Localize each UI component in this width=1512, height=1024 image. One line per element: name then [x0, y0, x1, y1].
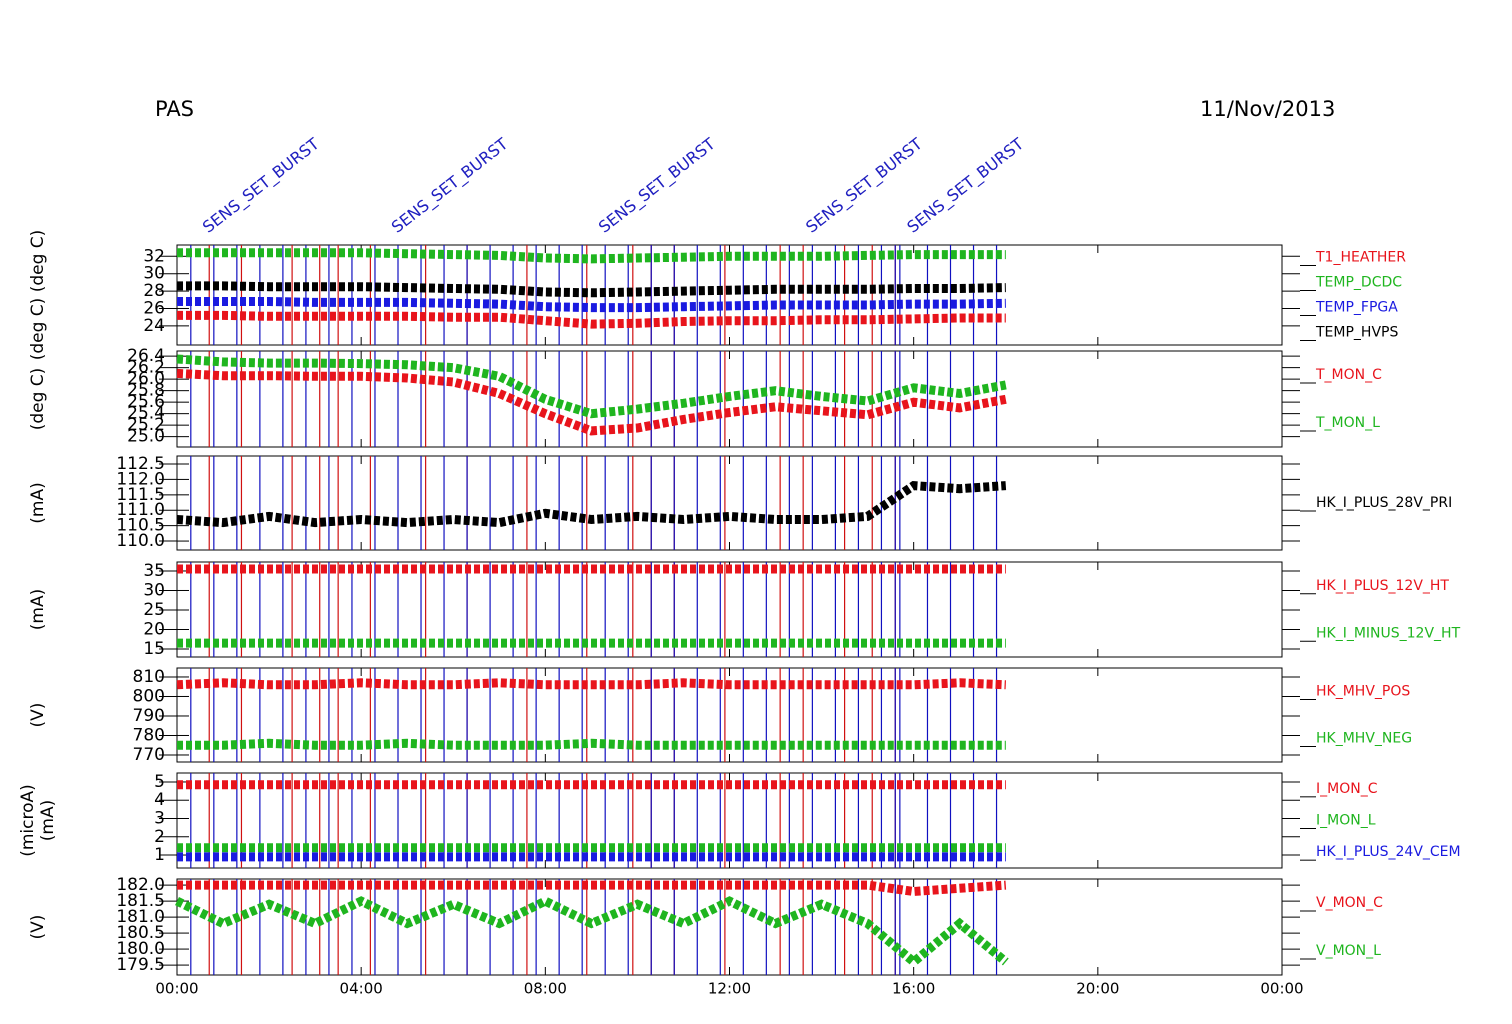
instrument-title: PAS	[155, 97, 194, 121]
y-tick-label: 32	[143, 246, 165, 266]
x-tick-label: 16:00	[892, 980, 935, 998]
series-line	[175, 896, 1009, 968]
y-tick-label: 30	[143, 264, 165, 284]
legend-label: I_MON_L	[1316, 813, 1376, 829]
y-tick-label: 25.0	[127, 427, 165, 447]
y-axis-label: (mA)	[28, 482, 48, 523]
series-line	[176, 354, 1007, 419]
series-line	[177, 248, 1006, 264]
legend-label: HK_I_PLUS_24V_CEM	[1316, 844, 1461, 860]
legend-label: T1_HEATHER	[1315, 250, 1406, 266]
y-tick-label: 180.5	[116, 923, 165, 943]
y-tick-label: 25	[143, 600, 165, 620]
x-tick-label: 20:00	[1076, 980, 1119, 998]
y-tick-label: 26.2	[127, 358, 165, 378]
y-tick-label: 111.5	[116, 485, 165, 505]
series-line	[176, 678, 1006, 690]
y-tick-label: 800	[133, 686, 165, 706]
y-axis-label: (microA)	[18, 784, 38, 857]
annotation: SENS_SET_BURST	[388, 134, 513, 237]
annotation: SENS_SET_BURST	[199, 134, 324, 237]
panel-frame	[176, 878, 1283, 976]
y-tick-label: 770	[133, 745, 165, 765]
y-tick-label: 24	[143, 316, 165, 336]
panel: (deg C) 25.025.225.425.625.826.026.226.4 T…	[28, 346, 1382, 448]
series-line	[177, 880, 1007, 897]
series-line	[177, 738, 1006, 750]
y-tick-label: 112.0	[116, 469, 165, 489]
y-tick-label: 28	[143, 281, 165, 301]
x-tick-label: 12:00	[708, 980, 751, 998]
legend-label: HK_MHV_POS	[1316, 684, 1410, 700]
y-tick-label: 110.5	[116, 516, 165, 536]
y-tick-label: 26.0	[127, 369, 165, 389]
legend-label: I_MON_C	[1316, 781, 1378, 797]
y-axis-label: (mA)	[38, 800, 58, 841]
y-axis-label: (V)	[28, 915, 48, 940]
y-tick-label: 179.5	[116, 955, 165, 975]
series-line	[176, 368, 1007, 436]
legend-label: TEMP_FPGA	[1315, 300, 1398, 316]
y-tick-label: 25.2	[127, 415, 165, 435]
legend-label: HK_I_MINUS_12V_HT	[1316, 625, 1461, 641]
y-tick-label: 15	[143, 639, 165, 659]
legend-label: TEMP_DCDC	[1315, 275, 1402, 291]
series-line	[177, 310, 1006, 329]
y-tick-label: 810	[133, 667, 165, 687]
y-axis-label: (deg C) (deg C)	[28, 230, 48, 361]
x-tick-label: 08:00	[524, 980, 567, 998]
x-tick-label: 00:00	[1260, 980, 1303, 998]
y-tick-label: 20	[143, 619, 165, 639]
legend-label: V_MON_L	[1316, 943, 1381, 959]
y-tick-label: 110.0	[116, 531, 165, 551]
legend-label: TEMP_HVPS	[1315, 325, 1398, 341]
y-tick-label: 111.0	[116, 500, 165, 520]
y-tick-label: 780	[133, 725, 165, 745]
legend-label: HK_I_PLUS_28V_PRI	[1316, 495, 1452, 511]
legend-label: T_MON_L	[1315, 415, 1380, 431]
legend-label: HK_I_PLUS_12V_HT	[1316, 578, 1449, 594]
y-tick-label: 26	[143, 298, 165, 318]
y-tick-label: 790	[133, 706, 165, 726]
series-line	[177, 281, 1006, 298]
y-tick-label: 180.0	[116, 939, 165, 959]
series-line	[177, 297, 1006, 313]
annotation: SENS_SET_BURST	[595, 134, 720, 237]
y-tick-label: 181.0	[116, 907, 165, 927]
y-axis-label: (V)	[28, 703, 48, 728]
legend-label: HK_MHV_NEG	[1316, 731, 1412, 747]
y-tick-label: 25.8	[127, 381, 165, 401]
y-tick-label: 26.4	[127, 346, 165, 366]
legend-label: V_MON_C	[1316, 895, 1383, 911]
series-line	[176, 481, 1007, 528]
date: 11/Nov/2013	[1200, 97, 1335, 121]
y-tick-label: 25.4	[127, 404, 165, 424]
y-axis-label: (mA)	[28, 589, 48, 630]
x-tick-label: 04:00	[340, 980, 383, 998]
panel-frame	[176, 455, 1283, 551]
y-tick-label: 25.6	[127, 392, 165, 412]
x-tick-label: 00:00	[155, 980, 198, 998]
y-tick-label: 112.5	[116, 454, 165, 474]
legend-label: T_MON_C	[1315, 367, 1382, 383]
y-axis-label: (deg C)	[28, 368, 48, 431]
y-tick-label: 182.0	[116, 875, 165, 895]
y-tick-label: 181.5	[116, 891, 165, 911]
y-tick-label: 35	[143, 561, 165, 581]
y-tick-label: 30	[143, 580, 165, 600]
